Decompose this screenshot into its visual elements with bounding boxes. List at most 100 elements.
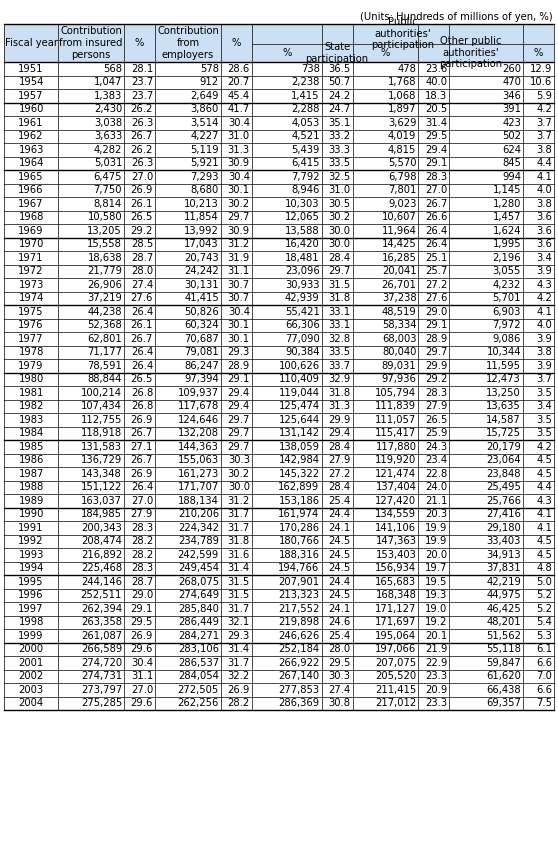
Text: 845: 845	[502, 158, 521, 169]
Text: 2,649: 2,649	[190, 91, 219, 101]
Text: 24.6: 24.6	[328, 617, 350, 627]
Text: 30.3: 30.3	[228, 455, 250, 465]
Text: 3.9: 3.9	[536, 267, 552, 276]
Text: 24.2: 24.2	[328, 91, 350, 101]
Bar	[4, 521, 554, 535]
Text: 1,415: 1,415	[291, 91, 320, 101]
Text: 1,457: 1,457	[493, 212, 521, 222]
Text: 26.8: 26.8	[131, 388, 153, 397]
Text: 31.7: 31.7	[228, 658, 250, 667]
Text: 29.9: 29.9	[425, 360, 448, 371]
Text: 20.1: 20.1	[425, 630, 448, 641]
Text: 30.4: 30.4	[228, 118, 250, 128]
Text: 3.6: 3.6	[536, 225, 552, 236]
Text: 9,086: 9,086	[493, 334, 521, 344]
Text: 13,635: 13,635	[486, 402, 521, 411]
Text: 23.6: 23.6	[425, 64, 448, 74]
Text: 33,403: 33,403	[487, 537, 521, 546]
Text: 155,063: 155,063	[178, 455, 219, 465]
Text: %: %	[534, 48, 543, 58]
Text: 89,031: 89,031	[382, 360, 416, 371]
Text: 31.3: 31.3	[329, 402, 350, 411]
Text: 8,680: 8,680	[191, 185, 219, 195]
Bar	[4, 130, 554, 143]
Text: 6.6: 6.6	[536, 685, 552, 695]
Text: 31.5: 31.5	[328, 280, 350, 290]
Text: 19.5: 19.5	[425, 577, 448, 587]
Text: 12.9: 12.9	[530, 64, 552, 74]
Text: 1968: 1968	[18, 212, 44, 222]
Text: 9,023: 9,023	[388, 199, 416, 209]
Text: 8,946: 8,946	[291, 185, 320, 195]
Text: (Units: Hundreds of millions of yen, %): (Units: Hundreds of millions of yen, %)	[360, 12, 553, 22]
Text: 31.8: 31.8	[329, 293, 350, 304]
Text: 78,591: 78,591	[87, 360, 122, 371]
Text: 13,588: 13,588	[285, 225, 320, 236]
Text: 27.0: 27.0	[131, 495, 153, 506]
Text: 28.9: 28.9	[228, 360, 250, 371]
Text: 3.9: 3.9	[536, 334, 552, 344]
Text: 27.2: 27.2	[425, 280, 448, 290]
Text: 79,081: 79,081	[184, 347, 219, 357]
Text: 1980: 1980	[18, 374, 44, 384]
Text: 42,939: 42,939	[285, 293, 320, 304]
Text: 44,238: 44,238	[88, 307, 122, 316]
Text: 29.7: 29.7	[228, 212, 250, 222]
Bar	[4, 76, 554, 89]
Text: 33.2: 33.2	[329, 132, 350, 141]
Text: 24.1: 24.1	[328, 523, 350, 532]
Text: 1979: 1979	[18, 360, 44, 371]
Text: 1966: 1966	[18, 185, 44, 195]
Text: 205,520: 205,520	[376, 672, 416, 681]
Text: 274,649: 274,649	[178, 590, 219, 600]
Text: 7,750: 7,750	[94, 185, 122, 195]
Text: 1991: 1991	[18, 523, 44, 532]
Text: 28.0: 28.0	[329, 644, 350, 654]
Text: 134,559: 134,559	[376, 509, 416, 519]
Text: 285,840: 285,840	[178, 604, 219, 614]
Text: 33.3: 33.3	[329, 144, 350, 155]
Text: 29.3: 29.3	[228, 630, 250, 641]
Text: 207,075: 207,075	[376, 658, 416, 667]
Text: 60,324: 60,324	[184, 320, 219, 330]
Text: 1,624: 1,624	[493, 225, 521, 236]
Text: 27.6: 27.6	[131, 293, 153, 304]
Text: 111,839: 111,839	[376, 402, 416, 411]
Bar	[4, 683, 554, 697]
Text: 31.2: 31.2	[228, 495, 250, 506]
Text: 13,250: 13,250	[486, 388, 521, 397]
Text: 4.8: 4.8	[536, 563, 552, 574]
Bar	[4, 292, 554, 305]
Text: 18.3: 18.3	[425, 91, 448, 101]
Text: 30.0: 30.0	[228, 482, 250, 492]
Text: 23.3: 23.3	[425, 672, 448, 681]
Bar	[4, 656, 554, 669]
Text: 26.3: 26.3	[131, 158, 153, 169]
Text: 25,495: 25,495	[486, 482, 521, 492]
Text: 31.1: 31.1	[131, 672, 153, 681]
Text: 23,848: 23,848	[487, 469, 521, 479]
Text: 26.9: 26.9	[228, 685, 250, 695]
Text: 2,196: 2,196	[492, 253, 521, 263]
Text: 4,227: 4,227	[190, 132, 219, 141]
Bar	[4, 102, 554, 116]
Text: 4.5: 4.5	[536, 455, 552, 465]
Text: 1976: 1976	[18, 320, 44, 330]
Text: 1957: 1957	[18, 91, 44, 101]
Text: 14,425: 14,425	[382, 239, 416, 249]
Text: 100,214: 100,214	[81, 388, 122, 397]
Text: 28.2: 28.2	[131, 537, 153, 546]
Text: 29.4: 29.4	[328, 428, 350, 439]
Text: 26.4: 26.4	[131, 347, 153, 357]
Text: 66,306: 66,306	[285, 320, 320, 330]
Text: 2,238: 2,238	[291, 77, 320, 87]
Text: 5.9: 5.9	[536, 91, 552, 101]
Text: 61,620: 61,620	[486, 672, 521, 681]
Text: 1967: 1967	[18, 199, 44, 209]
Text: 2003: 2003	[18, 685, 44, 695]
Text: 20.9: 20.9	[425, 685, 448, 695]
Bar	[4, 89, 554, 102]
Text: 28.3: 28.3	[131, 563, 153, 574]
Text: 121,474: 121,474	[376, 469, 416, 479]
Text: 1960: 1960	[18, 104, 44, 114]
